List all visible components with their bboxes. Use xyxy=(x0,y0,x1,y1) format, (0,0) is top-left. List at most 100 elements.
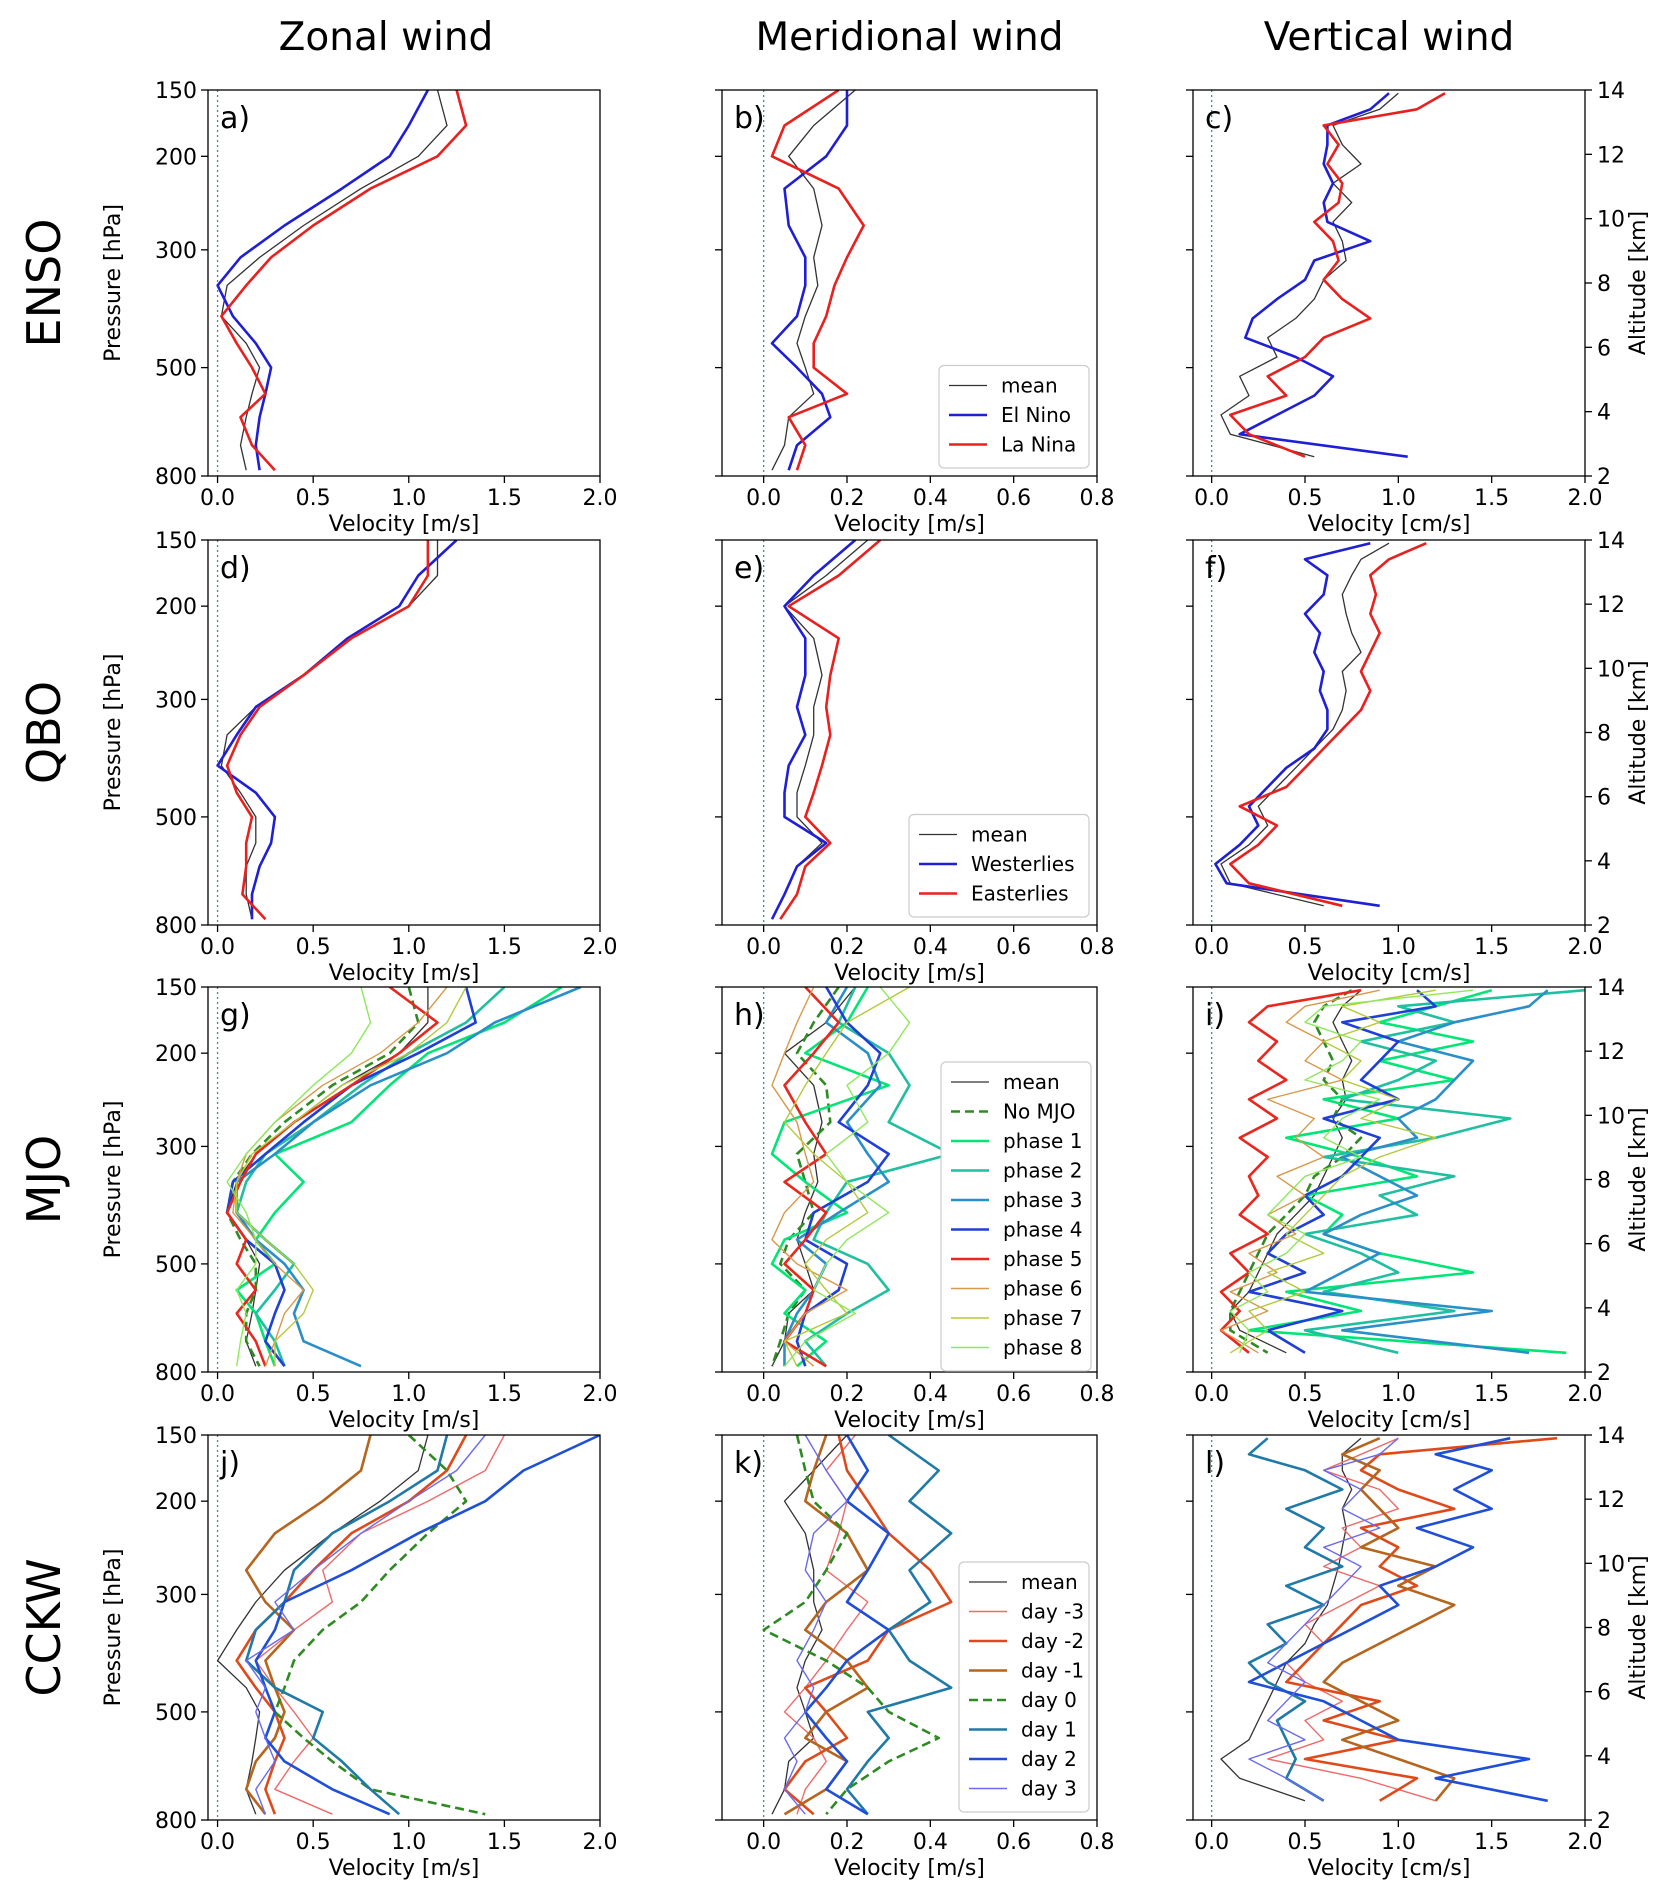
legend-label: Easterlies xyxy=(971,882,1069,906)
row-title: ENSO xyxy=(17,219,71,348)
y-tick-label: 500 xyxy=(155,1701,197,1726)
x-tick-label: 2.0 xyxy=(1568,1830,1603,1855)
legend-label: phase 1 xyxy=(1003,1129,1082,1153)
series-line-phase-8 xyxy=(1229,989,1474,1354)
series-line-day--3 xyxy=(1266,1437,1436,1802)
panel-e: 0.0 0.2 0.4 0.6 0.8 Velocity [m/s] e) mean Weste… xyxy=(715,539,1115,986)
y-axis-label: Pressure [hPa] xyxy=(101,204,126,362)
x-tick-label: 0.5 xyxy=(1288,1382,1323,1407)
series-line-mean xyxy=(771,540,869,920)
series-line-westerlies xyxy=(216,540,458,920)
x-axis-label: Velocity [m/s] xyxy=(329,961,480,986)
series-line-mean xyxy=(1220,1437,1362,1802)
x-tick-label: 2.0 xyxy=(1568,486,1603,511)
x-tick-label: 0.8 xyxy=(1080,486,1115,511)
legend-label: mean xyxy=(1003,1070,1060,1094)
series-line-day-1 xyxy=(244,1435,449,1816)
panel-frame xyxy=(207,539,601,926)
x-tick-label: 1.0 xyxy=(391,1830,426,1855)
y2-tick-label: 8 xyxy=(1597,1169,1611,1194)
y2-tick-label: 4 xyxy=(1597,1745,1611,1770)
panel-label: d) xyxy=(220,551,251,586)
x-tick-label: 2.0 xyxy=(1568,1382,1603,1407)
series-line-day-3 xyxy=(245,1435,486,1815)
x-tick-label: 0.5 xyxy=(296,1830,331,1855)
x-tick-label: 0.0 xyxy=(1194,935,1229,960)
series-line-day--1 xyxy=(783,1435,870,1816)
y-axis-label: Pressure [hPa] xyxy=(101,654,126,812)
series-line-mean xyxy=(216,1435,429,1815)
legend-label: day -2 xyxy=(1021,1629,1084,1653)
panel-j: 0.0 0.5 1.0 1.5 2.0 Velocity [m/s] 150 200 300 50… xyxy=(101,1424,618,1881)
y2-axis-label: Altitude [km] xyxy=(1626,1555,1651,1699)
x-tick-label: 0.6 xyxy=(996,1830,1031,1855)
series-line-phase-5 xyxy=(225,987,439,1367)
series-line-day-3 xyxy=(1248,1437,1399,1802)
x-tick-label: 1.0 xyxy=(1381,486,1416,511)
x-tick-label: 0.4 xyxy=(913,486,948,511)
panel-label: k) xyxy=(734,1446,763,1481)
series-line-phase-5 xyxy=(783,987,841,1368)
x-tick-label: 1.0 xyxy=(1381,935,1416,960)
panel-label: h) xyxy=(734,998,765,1033)
y2-tick-label: 4 xyxy=(1597,401,1611,426)
series-line-no-mjo xyxy=(1229,989,1363,1354)
series-line-day-2 xyxy=(254,1435,600,1816)
x-tick-label: 1.0 xyxy=(391,1382,426,1407)
x-tick-label: 0.0 xyxy=(746,935,781,960)
y-tick-label: 800 xyxy=(155,1809,197,1834)
y-tick-label: 800 xyxy=(155,1361,197,1386)
series-line-phase-3 xyxy=(783,987,891,1367)
x-axis-label: Velocity [cm/s] xyxy=(1308,1856,1471,1881)
series-line-phase-6 xyxy=(771,987,848,1367)
legend-label: phase 7 xyxy=(1003,1306,1082,1330)
series-line-la-nina xyxy=(770,90,866,471)
x-tick-label: 0.5 xyxy=(296,935,331,960)
panel-label: i) xyxy=(1205,998,1225,1033)
panel-f: 0.0 0.5 1.0 1.5 2.0 Velocity [cm/s] 2 4 6 8 10 12 14… xyxy=(1186,529,1651,986)
x-tick-label: 0.0 xyxy=(200,935,235,960)
series-line-westerlies xyxy=(770,540,857,920)
series-line-day-2 xyxy=(803,1435,891,1816)
y-tick-label: 200 xyxy=(155,1042,197,1067)
x-tick-label: 0.0 xyxy=(746,486,781,511)
x-tick-label: 0.0 xyxy=(1194,486,1229,511)
legend-label: mean xyxy=(1001,374,1058,398)
series-line-mean xyxy=(771,987,856,1367)
series-line-mean xyxy=(220,90,448,471)
y2-tick-label: 8 xyxy=(1597,272,1611,297)
y2-tick-label: 12 xyxy=(1597,593,1625,618)
x-axis-label: Velocity [m/s] xyxy=(834,1856,985,1881)
legend-label: day 3 xyxy=(1021,1777,1077,1801)
legend-label: phase 3 xyxy=(1003,1188,1082,1212)
series-line-phase-6 xyxy=(232,987,448,1367)
x-tick-label: 1.5 xyxy=(487,935,522,960)
x-tick-label: 0.0 xyxy=(200,486,235,511)
y-tick-label: 200 xyxy=(155,145,197,170)
series-line-phase-7 xyxy=(783,987,910,1367)
x-axis-label: Velocity [cm/s] xyxy=(1308,1408,1471,1433)
y-axis-label: Pressure [hPa] xyxy=(101,1549,126,1707)
series-line-phase-7 xyxy=(235,987,467,1367)
series-line-day-0 xyxy=(273,1435,486,1816)
series-line-phase-2 xyxy=(235,987,506,1367)
y2-tick-label: 2 xyxy=(1597,914,1611,939)
panel-label: a) xyxy=(220,101,250,136)
x-tick-label: 0.6 xyxy=(996,486,1031,511)
panel-frame xyxy=(721,539,1098,926)
x-tick-label: 1.5 xyxy=(1474,486,1509,511)
series-line-phase-2 xyxy=(803,987,953,1368)
series-line-phase-7 xyxy=(1229,989,1437,1354)
row-title: CCKW xyxy=(17,1558,71,1696)
x-tick-label: 0.5 xyxy=(296,1382,331,1407)
y2-tick-label: 10 xyxy=(1597,1552,1625,1577)
x-tick-label: 0.4 xyxy=(913,1382,948,1407)
y2-tick-label: 6 xyxy=(1597,1681,1611,1706)
legend-label: mean xyxy=(1021,1570,1078,1594)
y2-axis-label: Altitude [km] xyxy=(1626,211,1651,355)
x-tick-label: 0.5 xyxy=(296,486,331,511)
y-tick-label: 150 xyxy=(155,529,197,554)
x-tick-label: 1.0 xyxy=(1381,1830,1416,1855)
series-line-day--2 xyxy=(1285,1436,1558,1802)
